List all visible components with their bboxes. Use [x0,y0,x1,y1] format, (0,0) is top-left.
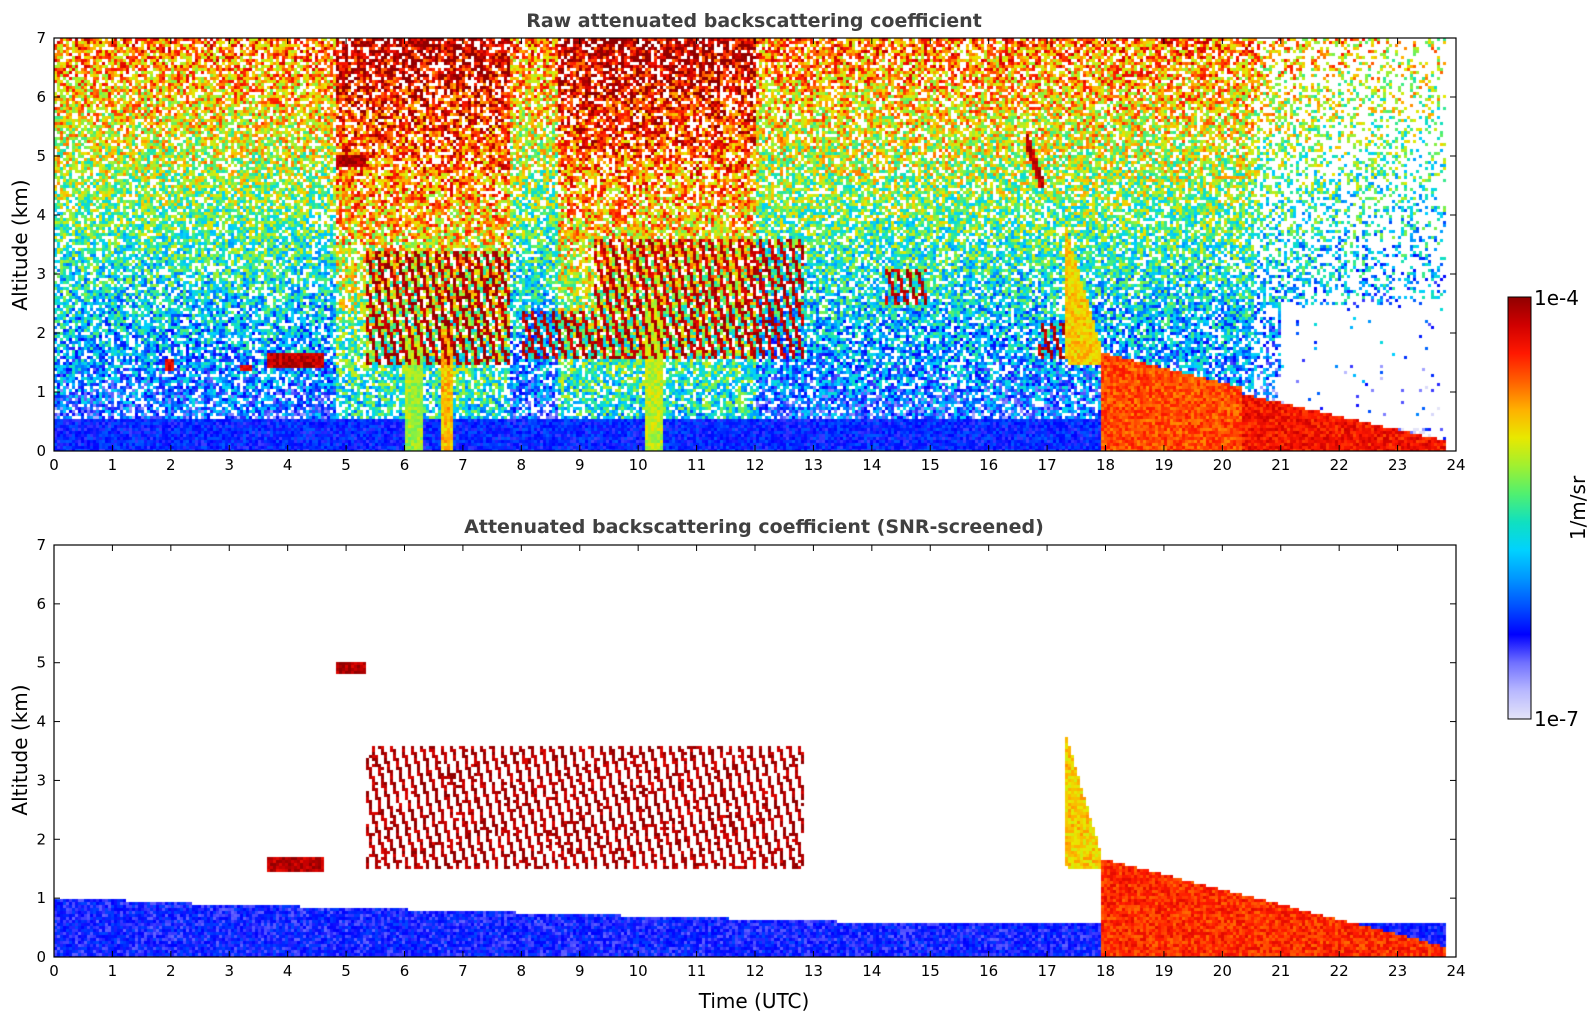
x-tick-label: 19 [1154,962,1173,980]
x-tick-label: 15 [921,962,940,980]
x-tick-label: 7 [458,962,468,980]
x-tick-label: 11 [687,962,706,980]
x-tick-label: 22 [1330,456,1349,474]
y-tick-label: 7 [36,29,46,47]
colorbar-max-label: 1e-4 [1534,286,1579,310]
y-tick-label: 4 [36,713,46,731]
x-tick-label: 10 [629,456,648,474]
x-tick-label: 2 [166,962,176,980]
x-tick-label: 15 [921,456,940,474]
x-axis-label: Time (UTC) [698,989,810,1013]
y-tick-label: 2 [36,324,46,342]
backscatter-image [54,545,1456,957]
x-tick-label: 16 [979,456,998,474]
x-tick-label: 22 [1330,962,1349,980]
x-tick-label: 18 [1096,456,1115,474]
x-tick-label: 13 [804,962,823,980]
y-tick-label: 7 [36,536,46,554]
x-tick-label: 7 [458,456,468,474]
y-tick-label: 2 [36,830,46,848]
x-tick-label: 1 [108,962,118,980]
colorbar: 1e-4 1e-7 1/m/sr [1507,286,1590,731]
x-tick-label: 0 [49,456,59,474]
axis-ticks: 0 1 2 3 4 5 6 7 8 9 10 11 12 13 14 15 16 17 18 19 20 21 22 23 24… [36,536,1465,980]
x-tick-label: 4 [283,962,293,980]
colorbar-unit-label: 1/m/sr [1566,475,1590,540]
y-tick-label: 5 [36,147,46,165]
x-tick-label: 21 [1271,962,1290,980]
x-tick-label: 8 [517,456,527,474]
x-tick-label: 12 [745,962,764,980]
x-tick-label: 17 [1038,456,1057,474]
backscatter-image [54,38,1456,451]
x-tick-label: 18 [1096,962,1115,980]
y-tick-label: 6 [36,88,46,106]
x-tick-label: 24 [1446,962,1465,980]
x-tick-label: 20 [1213,456,1232,474]
x-tick-label: 14 [862,962,881,980]
x-tick-label: 20 [1213,962,1232,980]
y-tick-label: 6 [36,595,46,613]
x-tick-label: 21 [1271,456,1290,474]
colorbar-bar [1507,296,1532,720]
y-axis-label: Altitude (km) [8,684,32,815]
panel-title: Raw attenuated backscattering coefficien… [526,10,982,32]
y-tick-label: 4 [36,206,46,224]
backscatter-raster [54,38,1456,451]
x-tick-label: 16 [979,962,998,980]
x-tick-label: 9 [575,962,585,980]
colorbar-min-label: 1e-7 [1534,707,1579,731]
x-tick-label: 14 [862,456,881,474]
x-tick-label: 6 [400,962,410,980]
x-tick-label: 17 [1038,962,1057,980]
x-tick-label: 23 [1388,962,1407,980]
y-tick-label: 3 [36,771,46,789]
y-axis-label: Altitude (km) [8,179,32,310]
y-tick-label: 1 [36,383,46,401]
y-tick-label: 3 [36,265,46,283]
x-tick-label: 1 [108,456,118,474]
y-tick-label: 5 [36,654,46,672]
x-tick-label: 24 [1446,456,1465,474]
x-tick-label: 3 [224,456,234,474]
x-tick-label: 23 [1388,456,1407,474]
y-tick-label: 0 [36,948,46,966]
x-tick-label: 6 [400,456,410,474]
x-tick-label: 19 [1154,456,1173,474]
x-tick-label: 10 [629,962,648,980]
y-tick-label: 1 [36,889,46,907]
x-tick-label: 4 [283,456,293,474]
x-tick-label: 2 [166,456,176,474]
x-tick-label: 5 [341,962,351,980]
x-tick-label: 12 [745,456,764,474]
raw-backscatter-panel: Raw attenuated backscattering coefficien… [8,10,1466,474]
x-tick-label: 9 [575,456,585,474]
x-tick-label: 8 [517,962,527,980]
x-tick-label: 5 [341,456,351,474]
x-tick-label: 3 [224,962,234,980]
x-tick-label: 11 [687,456,706,474]
panel-title: Attenuated backscattering coefficient (S… [464,516,1044,538]
snr-screened-panel: Attenuated backscattering coefficient (S… [8,516,1466,1013]
axis-ticks: 0 1 2 3 4 5 6 7 8 9 10 11 12 13 14 15 16 17 18 19 20 21 22 23 24… [36,29,1465,474]
y-tick-label: 0 [36,442,46,460]
x-tick-label: 13 [804,456,823,474]
backscatter-raster [54,545,1456,957]
x-tick-label: 0 [49,962,59,980]
